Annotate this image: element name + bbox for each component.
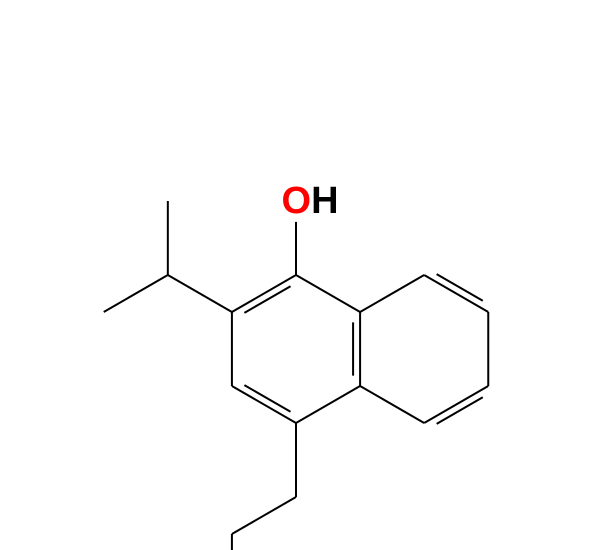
o-atom-label: OH [282,180,339,222]
molecule-diagram: OHN [0,0,591,550]
